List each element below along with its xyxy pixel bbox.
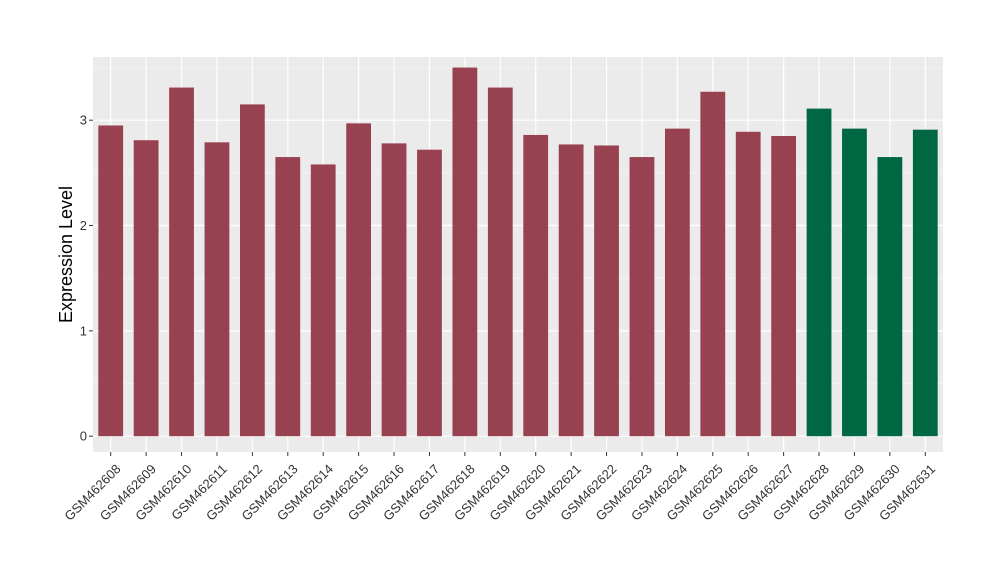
bar-GSM462620 [523, 134, 549, 437]
bar-GSM462615 [346, 123, 372, 437]
x-axis: GSM462608GSM462609GSM462610GSM462611GSM4… [61, 452, 938, 524]
bar-GSM462627 [771, 136, 797, 437]
bar-GSM462619 [487, 87, 513, 437]
bars [98, 67, 938, 437]
bar-GSM462618 [452, 67, 478, 437]
y-axis: 0 1 2 3 [80, 113, 93, 444]
bar-GSM462630 [877, 157, 903, 437]
bar-GSM462608 [98, 125, 124, 437]
bar-GSM462629 [842, 128, 867, 437]
bar-GSM462609 [133, 140, 159, 437]
bar-GSM462612 [239, 104, 265, 437]
bar-GSM462613 [275, 157, 301, 437]
plot-panel [93, 57, 943, 452]
bar-GSM462610 [169, 87, 194, 437]
bar-GSM462611 [204, 142, 230, 437]
y-tick-label: 0 [80, 429, 87, 444]
y-axis-title: Expression Level [56, 186, 76, 323]
bar-GSM462628 [806, 108, 832, 437]
bar-GSM462624 [664, 128, 690, 437]
bar-GSM462617 [417, 149, 442, 437]
bar-GSM462621 [558, 144, 584, 437]
y-tick-label: 2 [80, 218, 87, 233]
y-tick-label: 1 [80, 323, 87, 338]
bar-GSM462614 [310, 164, 336, 437]
bar-GSM462625 [700, 91, 726, 437]
bar-GSM462623 [629, 157, 655, 437]
bar-GSM462616 [381, 143, 407, 437]
bar-GSM462631 [912, 129, 938, 437]
bar-GSM462626 [735, 131, 761, 437]
bar-GSM462622 [594, 145, 619, 437]
y-tick-label: 3 [80, 113, 87, 128]
